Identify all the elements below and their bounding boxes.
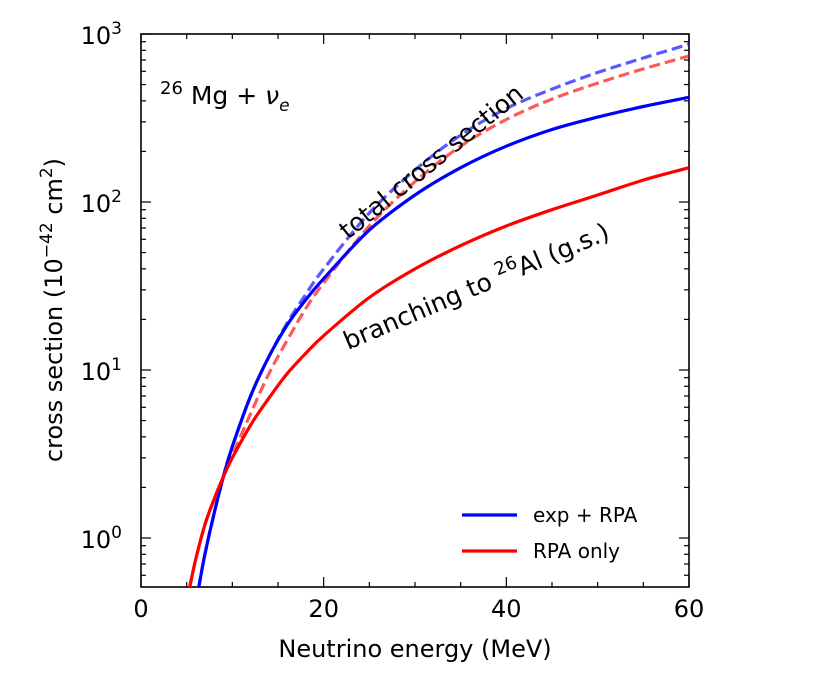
- data-curves: [188, 42, 689, 587]
- x-axis-label: Neutrino energy (MeV): [278, 635, 551, 663]
- x-tick-label-20: 20: [308, 595, 339, 623]
- x-tick-labels: 0 20 40 60: [133, 595, 704, 623]
- y-axis-label: cross section (10−42 cm2): [37, 158, 68, 462]
- series-line-exp-rpa-total: [197, 42, 689, 587]
- series-line-rpa-only-branching: [188, 166, 689, 587]
- series-line-rpa-only-total: [188, 54, 689, 587]
- legend-label-rpa-only: RPA only: [533, 539, 620, 563]
- x-tick-label-60: 60: [674, 595, 705, 623]
- reaction-label: 26 Mg + νe: [160, 78, 290, 116]
- x-tick-label-40: 40: [491, 595, 522, 623]
- y-tick-label-1: 100: [81, 523, 122, 554]
- y-tick-label-100: 102: [81, 187, 122, 218]
- legend: exp + RPA RPA only: [462, 503, 638, 563]
- axis-ticks: [140, 33, 690, 587]
- total-cross-section-annotation: total cross section: [334, 79, 529, 245]
- x-tick-label-0: 0: [133, 595, 148, 623]
- legend-label-exp-rpa: exp + RPA: [533, 503, 638, 527]
- y-tick-labels: 100 101 102 103: [81, 19, 122, 554]
- y-tick-label-10: 101: [81, 355, 122, 386]
- branching-annotation: branching to 26Al (g.s.): [338, 214, 614, 355]
- y-tick-label-1000: 103: [81, 19, 122, 50]
